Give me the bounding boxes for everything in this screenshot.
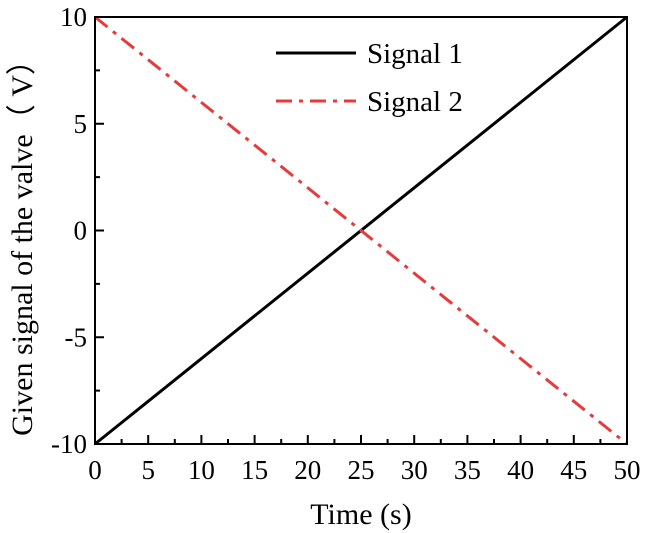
x-tick-label: 35: [454, 455, 481, 485]
x-tick-label: 15: [241, 455, 268, 485]
tick-marks: [94, 16, 628, 445]
x-tick-label: 40: [507, 455, 534, 485]
x-tick-label: 0: [88, 455, 102, 485]
x-tick-label: 5: [141, 455, 155, 485]
x-axis-label: Time (s): [310, 498, 411, 531]
series-layer: [94, 15, 628, 446]
x-tick-label: 50: [614, 455, 641, 485]
legend-label-1: Signal 1: [367, 38, 463, 70]
x-tick-label: 45: [560, 455, 587, 485]
y-axis-label: Given signal of the valve（ V）: [6, 45, 39, 436]
series-line-2: [94, 15, 628, 446]
y-tick-label: 0: [74, 216, 88, 246]
tick-labels: 0 5 10 15 20 25 30 35 40 45 50 -10 -5 0 5 10: [51, 2, 641, 485]
x-tick-label: 30: [401, 455, 428, 485]
y-tick-label: -10: [51, 429, 87, 459]
legend-label-2: Signal 2: [367, 86, 463, 118]
y-tick-label: -5: [65, 322, 88, 352]
x-tick-label: 20: [294, 455, 321, 485]
y-tick-label: 5: [74, 109, 88, 139]
legend: Signal 1 Signal 2: [276, 38, 463, 118]
x-tick-label: 10: [188, 455, 215, 485]
y-tick-label: 10: [60, 2, 87, 32]
x-tick-label: 25: [348, 455, 375, 485]
